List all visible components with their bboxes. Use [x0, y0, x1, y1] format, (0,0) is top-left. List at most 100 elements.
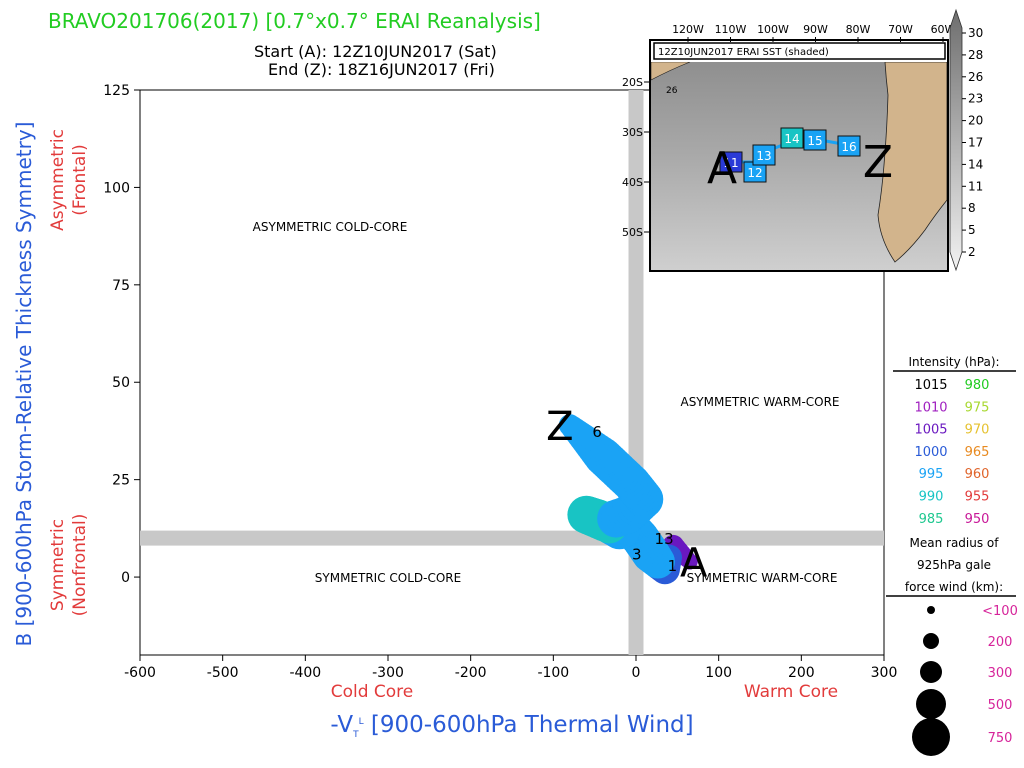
intensity-label: 1010 [914, 400, 947, 415]
intensity-label: 990 [919, 490, 944, 505]
intensity-legend-title: Intensity (hPa): [908, 355, 999, 369]
x-side-label-cold: Cold Core [331, 682, 414, 702]
inset-day-label: 14 [784, 132, 799, 146]
inset-map-title: 12Z10JUN2017 ERAI SST (shaded) [658, 47, 829, 58]
radius-legend-label: 500 [988, 698, 1013, 713]
colorbar-label: 5 [968, 223, 976, 237]
inset-lat-label: 40S [622, 176, 643, 189]
inset-lon-label: 90W [803, 23, 828, 36]
inset-day-box [719, 151, 743, 173]
legend: Intensity (hPa): 1015 980 1010 975 1005 970 10… [886, 355, 1018, 756]
inset-lon-label: 110W [715, 23, 747, 36]
storm-track [558, 414, 698, 585]
y-side-label-asymmetric: Asymmetric [48, 129, 68, 231]
x-tick-label: -600 [124, 665, 156, 681]
track-day-labels: 3 6 13 1 [592, 423, 677, 575]
inset-contour-label: 26 [666, 86, 678, 96]
vertical-divider [628, 90, 644, 655]
colorbar-label: 30 [968, 26, 983, 40]
inset-land-north [651, 62, 691, 81]
radius-legend-dot [920, 661, 942, 683]
intensity-label: 1000 [914, 445, 947, 460]
colorbar-label: 26 [968, 70, 983, 84]
radius-legend-dot [912, 718, 950, 756]
end-time-label: End (Z): 18Z16JUN2017 (Fri) [268, 60, 495, 79]
track-day-label: 6 [592, 423, 602, 441]
colorbar-label: 2 [968, 245, 976, 259]
y-axis-title: B [900-600hPa Storm-Relative Thickness S… [12, 122, 36, 647]
inset-lon-label: 70W [888, 23, 913, 36]
intensity-label: 995 [919, 467, 944, 482]
inset-day-label: 11 [723, 156, 738, 170]
sst-colorbar: 30 28 26 23 20 17 14 11 8 5 2 [949, 8, 983, 272]
inset-day-box [837, 135, 861, 157]
colorbar-label: 17 [968, 136, 983, 150]
radius-legend-label: 750 [988, 731, 1013, 746]
colorbar-label: 23 [968, 92, 983, 106]
intensity-label: 955 [965, 490, 990, 505]
x-tick-label: 300 [871, 665, 898, 681]
inset-lat-label: 20S [622, 76, 643, 89]
inset-day-label: 15 [807, 134, 822, 148]
radius-legend-title: 925hPa gale [917, 558, 991, 572]
inset-day-label: 12 [747, 166, 762, 180]
radius-legend-dot [916, 689, 946, 719]
x-axis-ticks: -600 -500 -400 -300 -200 -100 0 100 200 300 [124, 655, 897, 681]
track-end-marker: Z [546, 404, 573, 450]
radius-legend-dot [927, 606, 935, 614]
y-tick-label: 75 [112, 278, 130, 294]
intensity-label: 960 [965, 467, 990, 482]
x-tick-label: -200 [455, 665, 487, 681]
intensity-label: 965 [965, 445, 990, 460]
intensity-label: 950 [965, 512, 990, 527]
x-tick-label: -100 [537, 665, 569, 681]
colorbar-label: 20 [968, 114, 983, 128]
inset-lon-label: 100W [757, 23, 789, 36]
inset-start-marker: A [707, 143, 737, 194]
inset-lon-label: 120W [672, 23, 704, 36]
x-tick-label: 0 [632, 665, 641, 681]
radius-legend-label: 200 [988, 635, 1013, 650]
inset-lat-label: 50S [622, 226, 643, 239]
intensity-label: 1015 [914, 378, 947, 393]
intensity-label: 985 [919, 512, 944, 527]
x-side-label-warm: Warm Core [744, 682, 838, 702]
inset-lon-label: 80W [846, 23, 871, 36]
intensity-label: 975 [965, 400, 990, 415]
quadrant-label-lower-left: SYMMETRIC COLD-CORE [315, 571, 461, 585]
radius-legend-dot [923, 633, 939, 649]
intensity-label: 1005 [914, 423, 947, 438]
x-axis-title: -VTL [900-600hPa Thermal Wind] [330, 712, 693, 740]
track-start-marker: A [680, 540, 708, 586]
radius-legend-label: <100 [982, 604, 1018, 619]
inset-map: 12Z10JUN2017 ERAI SST (shaded) 26 120W 11… [622, 23, 956, 272]
inset-lat-label: 30S [622, 126, 643, 139]
y-tick-label: 0 [121, 570, 130, 586]
x-tick-label: -300 [372, 665, 404, 681]
track-day-label: 13 [655, 530, 674, 548]
track-point [558, 414, 581, 437]
inset-day-box [803, 129, 827, 151]
inset-lon-label: 60W [931, 23, 956, 36]
colorbar-label: 28 [968, 48, 983, 62]
inset-end-marker: Z [863, 137, 893, 188]
x-tick-label: 200 [788, 665, 815, 681]
quadrant-label-lower-right: SYMMETRIC WARM-CORE [687, 571, 838, 585]
start-time-label: Start (A): 12Z10JUN2017 (Sat) [254, 42, 497, 61]
y-axis-ticks: 0 25 50 75 100 125 [103, 83, 140, 586]
x-tick-label: -500 [207, 665, 239, 681]
y-side-label-nonfrontal: (Nonfrontal) [70, 514, 90, 617]
x-tick-label: 100 [705, 665, 732, 681]
x-tick-label: -400 [289, 665, 321, 681]
inset-day-label: 13 [756, 149, 771, 163]
track-day-label: 1 [668, 557, 678, 575]
intensity-label: 970 [965, 423, 990, 438]
colorbar-label: 8 [968, 201, 976, 215]
y-side-label-symmetric: Symmetric [48, 519, 68, 611]
figure-title: BRAVO201706(2017) [0.7°x0.7° ERAI Reanal… [48, 9, 541, 33]
y-tick-label: 100 [103, 180, 130, 196]
intensity-label: 980 [965, 378, 990, 393]
inset-day-box [752, 144, 776, 166]
colorbar-label: 14 [968, 157, 983, 171]
